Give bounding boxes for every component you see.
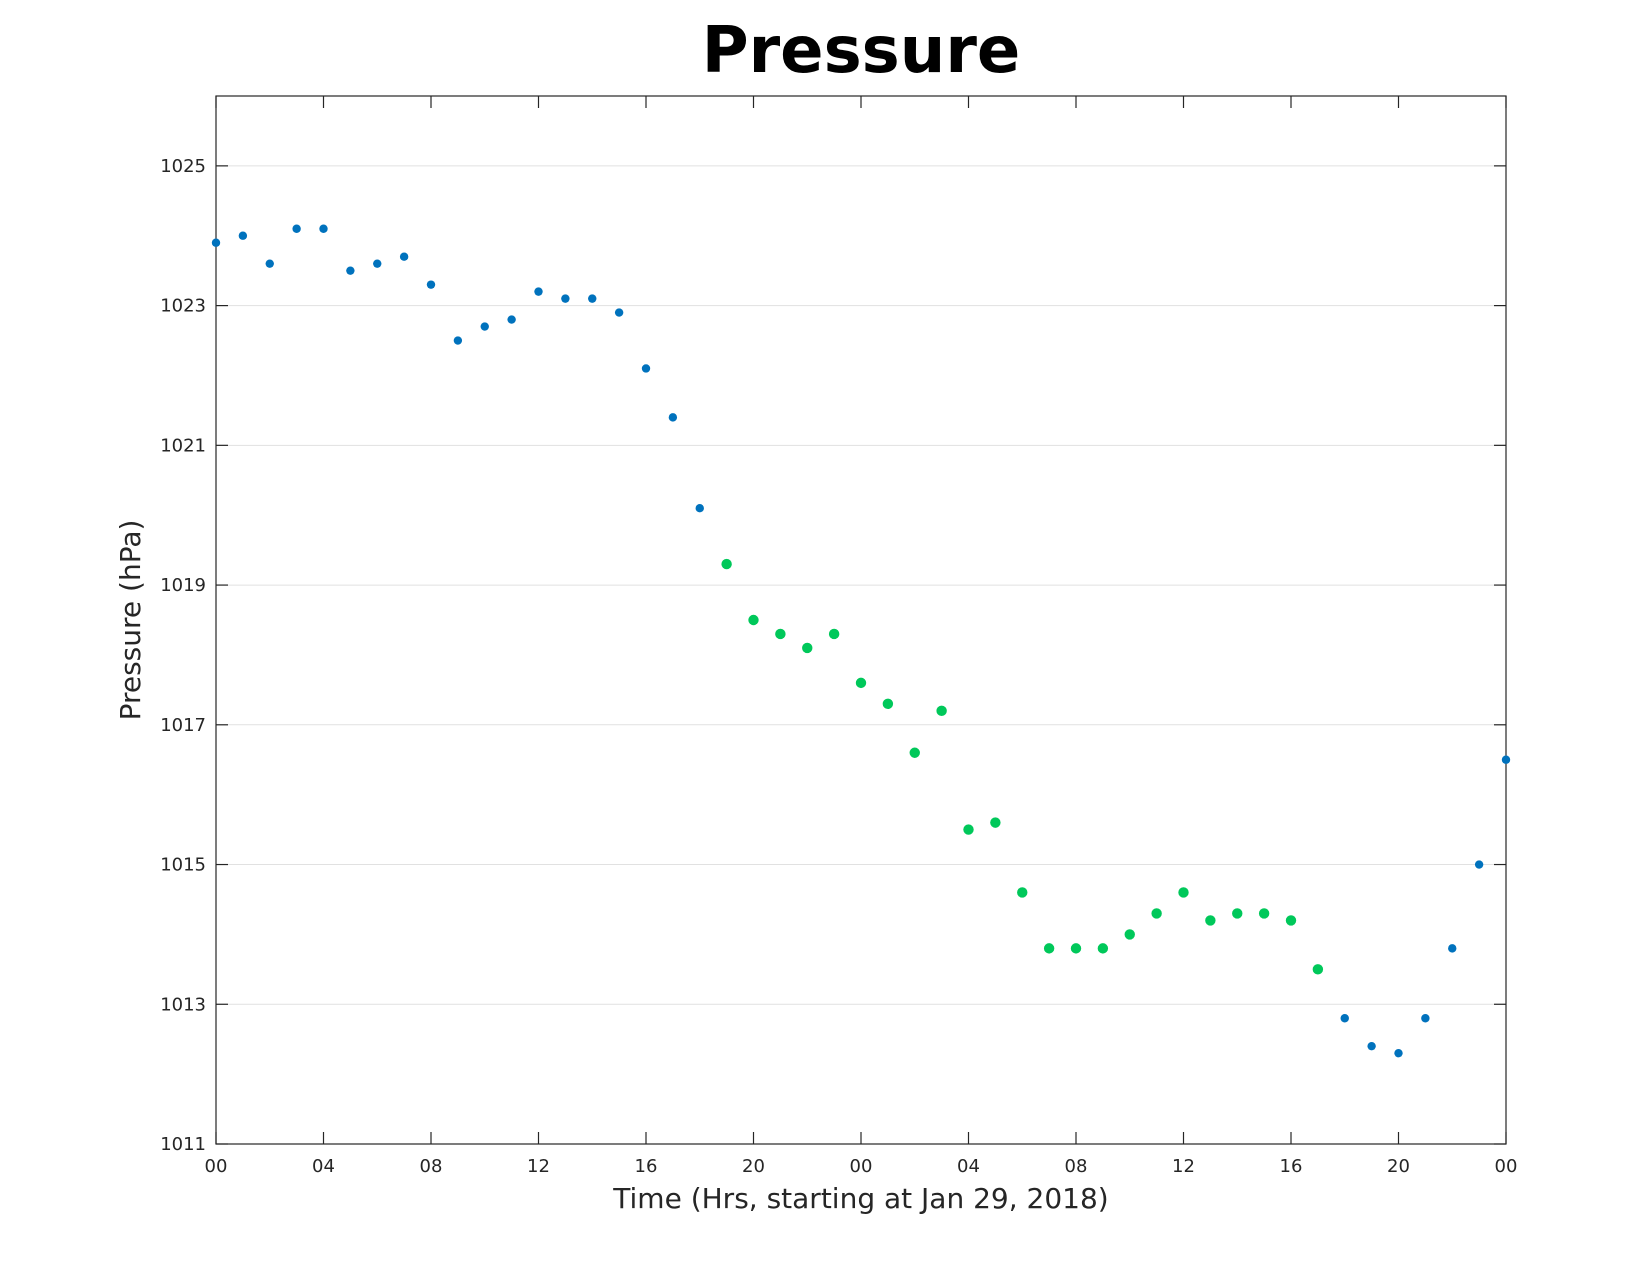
- data-point: [1340, 1014, 1349, 1023]
- data-point: [882, 698, 894, 710]
- data-point: [1232, 908, 1243, 919]
- data-point: [828, 628, 840, 640]
- data-point: [588, 294, 597, 303]
- x-tick-label: 12: [1172, 1156, 1195, 1177]
- data-point: [855, 677, 867, 689]
- data-point: [1097, 943, 1109, 954]
- data-point: [1501, 755, 1511, 764]
- data-point: [292, 224, 301, 233]
- data-point: [668, 413, 678, 422]
- data-point: [453, 336, 463, 345]
- data-point: [426, 280, 436, 289]
- data-point: [1421, 1014, 1430, 1023]
- data-point: [1394, 1048, 1403, 1058]
- axis-ticks: 1011 1013 1015 1017 1019 1021 1023 1025 00 04 08 12…: [160, 96, 1517, 1177]
- data-point: [507, 315, 516, 324]
- y-tick-label: 1011: [160, 1134, 206, 1155]
- y-tick-label: 1019: [160, 575, 206, 596]
- chart-title: Pressure: [702, 14, 1021, 88]
- data-point: [614, 308, 624, 317]
- data-point: [1124, 929, 1135, 940]
- data-point: [1367, 1041, 1376, 1051]
- data-point: [265, 259, 274, 268]
- data-point: [211, 238, 221, 247]
- x-tick-label: 00: [1495, 1156, 1518, 1177]
- data-point: [1312, 964, 1324, 975]
- data-point: [802, 642, 813, 654]
- data-point: [1043, 943, 1055, 954]
- data-point: [990, 817, 1001, 828]
- data-point: [561, 294, 570, 303]
- data-points: [211, 224, 1511, 1058]
- x-tick-label: 08: [420, 1156, 443, 1177]
- x-tick-label: 16: [635, 1156, 658, 1177]
- data-point: [534, 287, 543, 296]
- y-tick-label: 1025: [160, 156, 206, 177]
- grid-lines: [216, 165, 1506, 1005]
- data-point: [963, 824, 974, 835]
- data-point: [936, 705, 947, 717]
- data-point: [1258, 908, 1270, 919]
- data-point: [1474, 860, 1484, 869]
- x-tick-label: 04: [957, 1156, 980, 1177]
- x-tick-label: 04: [312, 1156, 335, 1177]
- x-tick-label: 08: [1065, 1156, 1088, 1177]
- y-tick-label: 1015: [160, 855, 206, 876]
- data-point: [748, 614, 759, 626]
- data-point: [909, 747, 920, 758]
- x-tick-label: 00: [850, 1156, 873, 1177]
- data-point: [695, 504, 704, 513]
- y-tick-label: 1021: [160, 435, 206, 456]
- plot-frame: [215, 95, 1507, 1145]
- data-point: [1017, 887, 1028, 898]
- data-point: [373, 259, 382, 268]
- data-point: [775, 628, 786, 640]
- data-point: [641, 364, 651, 373]
- x-tick-label: 20: [742, 1156, 765, 1177]
- data-point: [480, 322, 489, 331]
- data-point: [1285, 915, 1297, 926]
- data-point: [399, 252, 409, 261]
- data-point: [1448, 944, 1457, 953]
- x-tick-label: 16: [1280, 1156, 1303, 1177]
- data-point: [1205, 915, 1216, 926]
- data-point: [1070, 943, 1082, 954]
- x-tick-label: 20: [1387, 1156, 1410, 1177]
- x-tick-label: 12: [527, 1156, 550, 1177]
- data-point: [1151, 908, 1162, 919]
- data-point: [346, 266, 355, 275]
- y-tick-label: 1013: [160, 994, 206, 1015]
- data-point: [1178, 887, 1189, 898]
- y-tick-label: 1017: [160, 715, 206, 736]
- y-axis-label: Pressure (hPa): [114, 520, 147, 721]
- data-point: [721, 558, 732, 570]
- x-tick-label: 00: [205, 1156, 228, 1177]
- y-tick-label: 1023: [160, 296, 206, 317]
- data-point: [319, 224, 328, 233]
- data-point: [238, 231, 248, 240]
- x-axis-label: Time (Hrs, starting at Jan 29, 2018): [612, 1182, 1108, 1215]
